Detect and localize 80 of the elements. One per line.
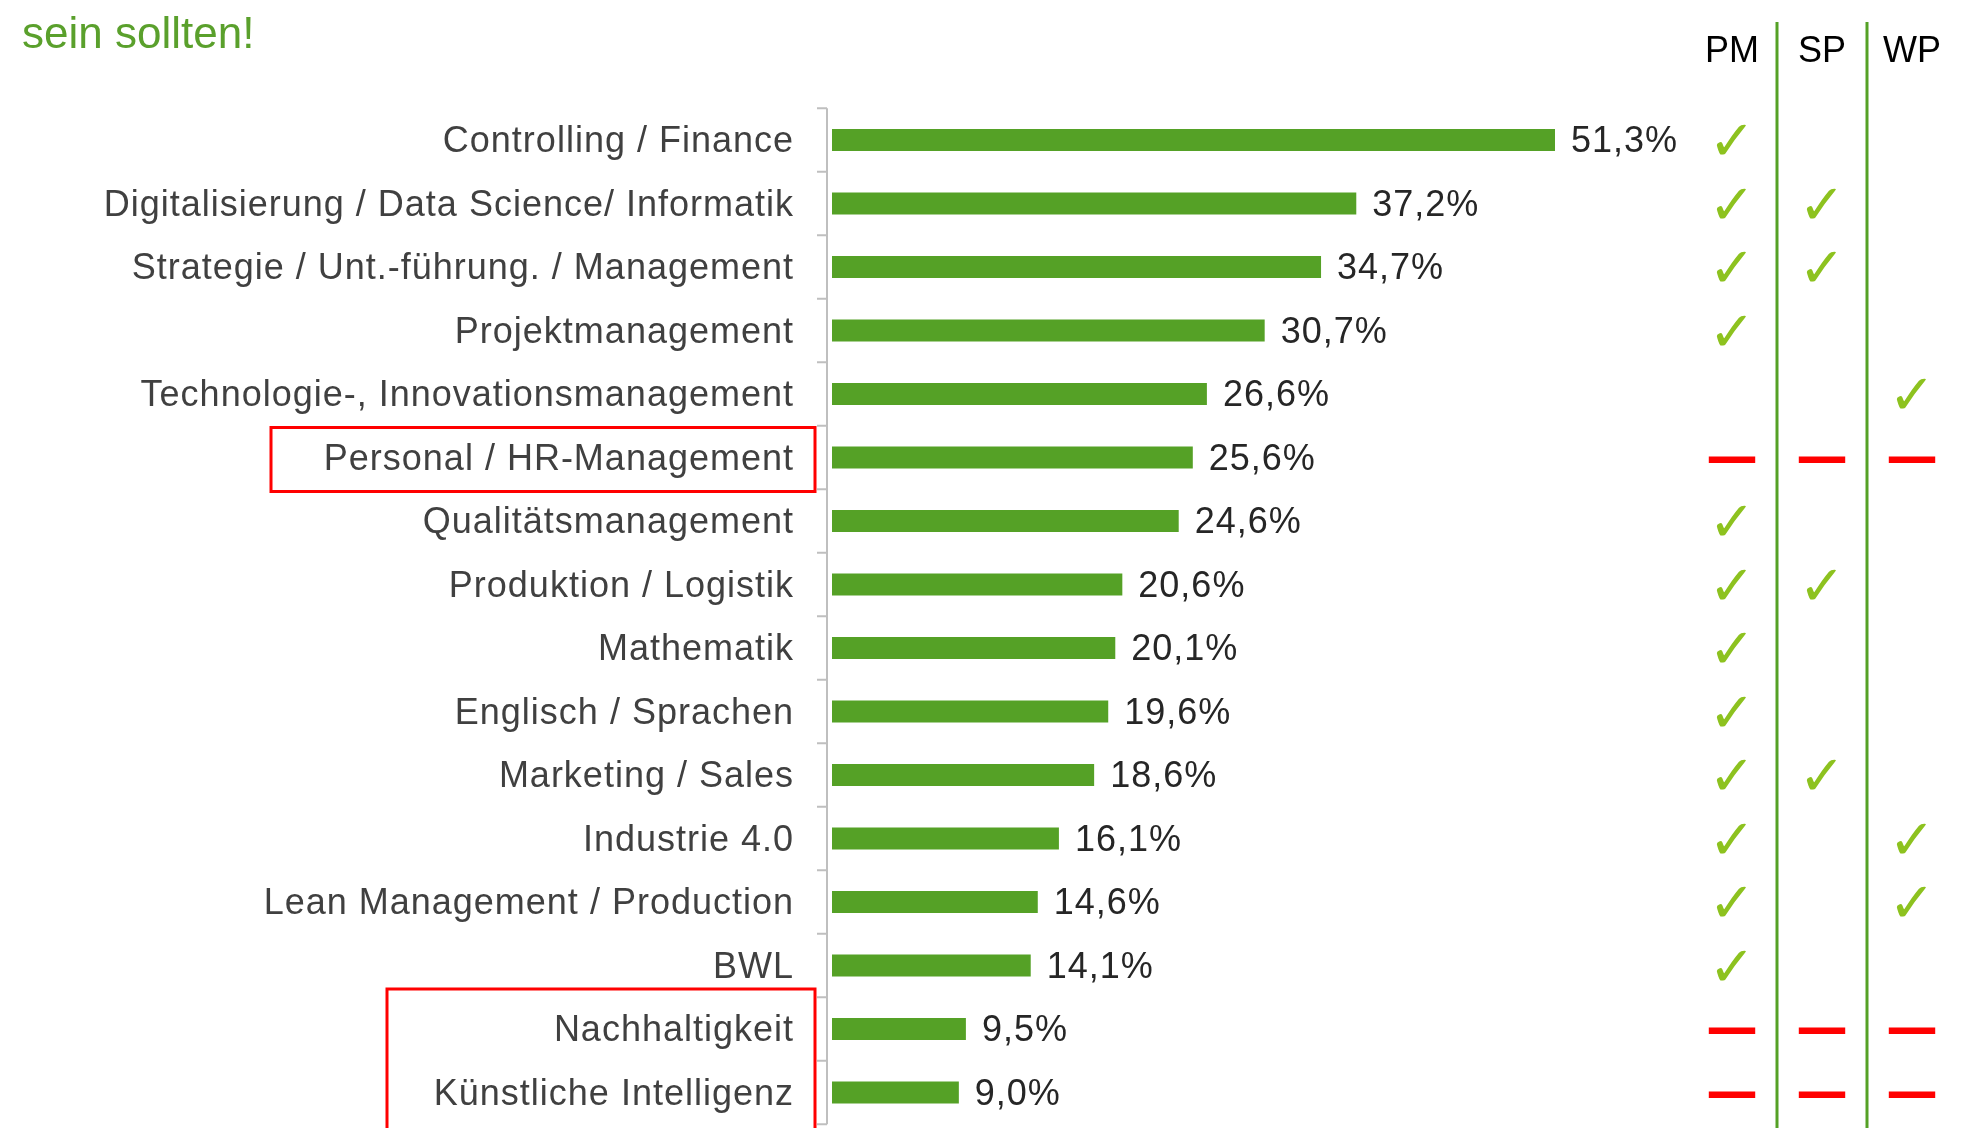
- text: ✓: [1888, 806, 1936, 872]
- bar: [832, 827, 1059, 850]
- y-tick-label: Künstliche Intelligenz: [433, 1071, 794, 1113]
- y-tick-label: Digitalisierung / Data Science/ Informatik: [103, 182, 794, 224]
- data-label: 20,6%: [1138, 563, 1246, 605]
- y-tick-label: Personal / HR-Management: [323, 436, 794, 478]
- data-label: 24,6%: [1194, 500, 1302, 541]
- y-tick-label: Lean Management / Production: [263, 881, 794, 922]
- text: —: [1886, 997, 1938, 1057]
- category-label: WP: [1883, 29, 1941, 70]
- y-tick-label: Produktion / Logistik: [448, 563, 794, 605]
- data-label: 26,6%: [1222, 373, 1330, 414]
- text: ✓: [1708, 489, 1756, 554]
- bar: [832, 891, 1038, 913]
- text: ✓: [1798, 171, 1846, 237]
- text: ✓: [1708, 870, 1756, 935]
- text: ✓: [1708, 743, 1756, 808]
- text: —: [1706, 997, 1758, 1057]
- text: ✓: [1888, 870, 1936, 935]
- text: —: [1886, 425, 1938, 486]
- text: —: [1796, 425, 1848, 486]
- y-tick-label: Qualitätsmanagement: [422, 500, 794, 541]
- text: ✓: [1798, 552, 1846, 618]
- bar: [832, 954, 1031, 977]
- bar: [832, 700, 1109, 723]
- bar: [832, 256, 1322, 278]
- data-label: 34,7%: [1337, 246, 1445, 287]
- bar: [832, 510, 1179, 532]
- bar: [832, 764, 1095, 786]
- bar: [832, 129, 1555, 151]
- data-label: 37,2%: [1372, 182, 1480, 224]
- y-tick-label: Controlling / Finance: [442, 119, 794, 160]
- text: —: [1706, 425, 1758, 486]
- text: ✓: [1708, 616, 1756, 681]
- bar: [832, 446, 1193, 469]
- y-tick-label: Marketing / Sales: [498, 754, 794, 795]
- text: ✓: [1888, 362, 1936, 427]
- data-label: 14,1%: [1046, 944, 1154, 986]
- text: —: [1886, 1060, 1938, 1121]
- data-label: 30,7%: [1280, 309, 1388, 351]
- data-label: 14,6%: [1053, 881, 1161, 922]
- y-tick-label: Strategie / Unt.-führung. / Management: [131, 246, 794, 287]
- bar: [832, 319, 1265, 342]
- y-tick-label: Mathematik: [597, 627, 794, 668]
- text: ✓: [1708, 679, 1756, 745]
- bar: [832, 192, 1357, 215]
- data-label: 25,6%: [1208, 436, 1316, 478]
- y-tick-label: Technologie-, Innovationsmanagement: [140, 373, 794, 414]
- data-label: 18,6%: [1110, 754, 1218, 795]
- bar: [832, 573, 1123, 596]
- text: ✓: [1798, 743, 1846, 808]
- y-tick-label: BWL: [712, 944, 794, 986]
- y-tick-label: Projektmanagement: [454, 309, 794, 351]
- data-label: 19,6%: [1124, 690, 1232, 732]
- data-label: 20,1%: [1131, 627, 1239, 668]
- text: ✓: [1798, 235, 1846, 300]
- bar: [832, 637, 1116, 659]
- text: ✓: [1708, 552, 1756, 618]
- data-label: 16,1%: [1074, 817, 1182, 859]
- category-label: SP: [1797, 29, 1847, 70]
- y-tick-label: Englisch / Sprachen: [454, 690, 794, 732]
- text: sein sollten!: [22, 8, 255, 57]
- text: —: [1796, 1060, 1848, 1121]
- y-tick-label: Nachhaltigkeit: [553, 1008, 794, 1049]
- bar: [832, 383, 1207, 405]
- text: ✓: [1708, 806, 1756, 872]
- text: —: [1796, 997, 1848, 1057]
- data-label: 9,0%: [974, 1071, 1061, 1113]
- data-label: 9,5%: [981, 1008, 1068, 1049]
- bar: [832, 1018, 966, 1040]
- text: ✓: [1708, 171, 1756, 237]
- y-tick-label: Industrie 4.0: [582, 817, 794, 859]
- text: —: [1706, 1060, 1758, 1121]
- text: ✓: [1708, 933, 1756, 999]
- text: ✓: [1708, 108, 1756, 173]
- bar: [832, 1081, 959, 1104]
- text: ✓: [1708, 298, 1756, 364]
- data-label: 51,3%: [1571, 119, 1679, 160]
- text: ✓: [1708, 235, 1756, 300]
- category-label: PM: [1705, 29, 1759, 70]
